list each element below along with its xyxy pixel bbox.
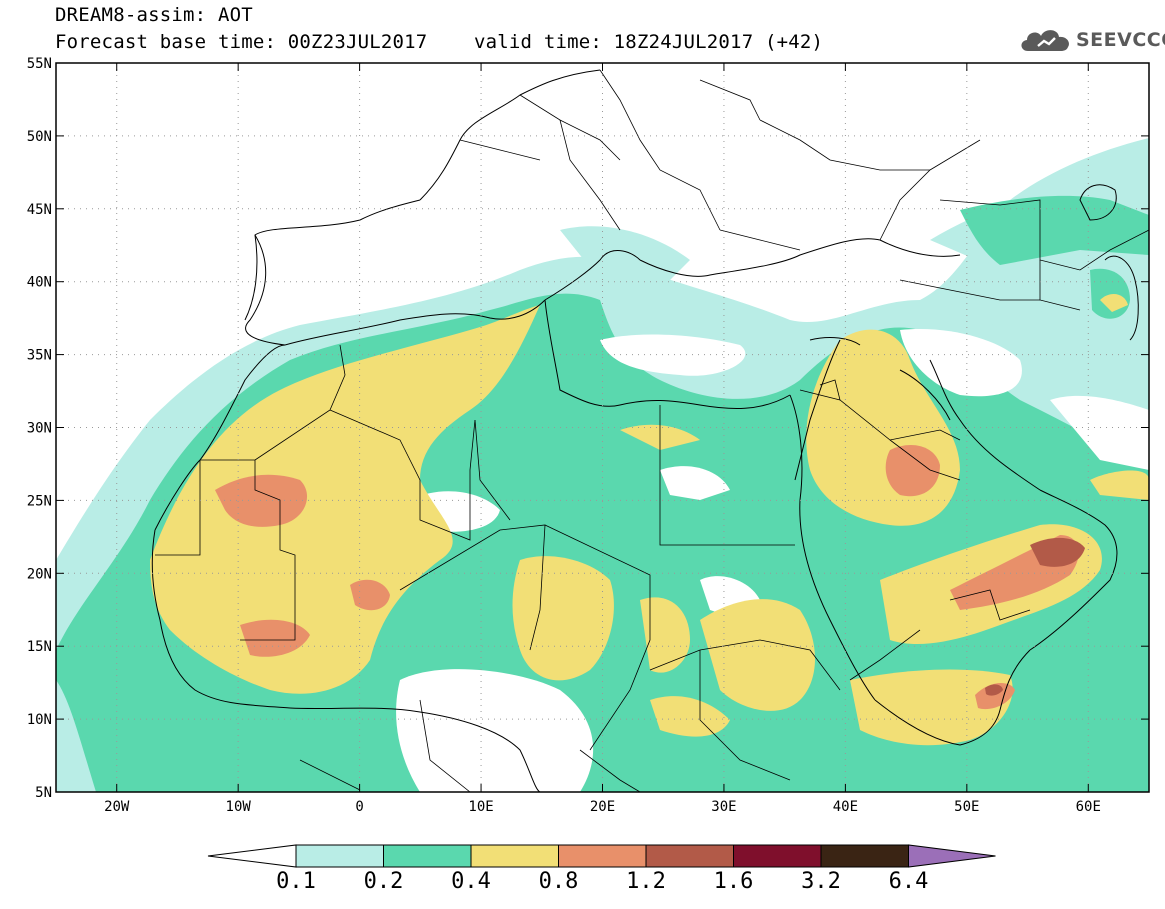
lon-tick-label: 10W: [226, 799, 252, 815]
lat-tick-label: 50N: [27, 129, 52, 145]
colorbar-level-label: 0.8: [538, 869, 579, 894]
lat-tick-label: 5N: [35, 785, 52, 801]
colorbar-over-arrow: [908, 844, 996, 868]
lat-tick-label: 10N: [27, 712, 52, 728]
aot-level-1.2: [985, 537, 1085, 696]
colorbar-level-label: 0.4: [451, 869, 491, 894]
lon-tick-label: 30E: [711, 799, 736, 815]
colorbar-segment: [470, 844, 559, 868]
lat-tick-labels: 55N 50N 45N 40N 35N 30N 25N 20N 15N 10N 5N: [27, 56, 52, 801]
title-line1: DREAM8-assim: AOT: [55, 4, 253, 26]
lat-tick-label: 35N: [27, 348, 52, 364]
logo-text: SEEVCCC: [1076, 29, 1165, 51]
colorbar-segment: [295, 844, 384, 868]
seevccc-logo: SEEVCCC: [1018, 24, 1165, 56]
lon-tick-label: 0: [355, 799, 363, 815]
lon-tick-label: 50E: [954, 799, 979, 815]
lat-tick-label: 45N: [27, 202, 52, 218]
lat-tick-label: 40N: [27, 275, 52, 291]
colorbar-segment: [558, 844, 647, 868]
lat-tick-label: 55N: [27, 56, 52, 72]
coastlines: [151, 69, 1139, 792]
lat-tick-label: 25N: [27, 493, 52, 509]
lon-tick-label: 10E: [468, 799, 493, 815]
borders: [155, 69, 1149, 792]
colorbar: [207, 844, 996, 868]
title-line2: Forecast base time: 00Z23JUL2017 valid t…: [55, 31, 824, 53]
colorbar-level-label: 0.1: [276, 869, 316, 894]
colorbar-under-arrow: [207, 844, 297, 868]
cloud-icon: [1021, 30, 1069, 51]
lon-tick-label: 60E: [1076, 799, 1101, 815]
colorbar-level-label: 6.4: [888, 869, 929, 894]
colorbar-level-label: 3.2: [801, 869, 841, 894]
axis-ticks: [56, 62, 1149, 793]
colorbar-segment: [383, 844, 472, 868]
colorbar-segment: [820, 844, 909, 868]
lat-tick-label: 15N: [27, 639, 52, 655]
colorbar-level-label: 0.2: [363, 869, 404, 894]
lon-tick-label: 40E: [833, 799, 858, 815]
lon-tick-labels: 20W 10W 0 10E 20E 30E 40E 50E 60E: [104, 799, 1101, 815]
lat-tick-label: 30N: [27, 421, 52, 437]
lon-tick-label: 20E: [590, 799, 615, 815]
colorbar-segment: [733, 844, 822, 868]
colorbar-segment: [645, 844, 734, 868]
colorbar-level-label: 1.6: [713, 869, 754, 894]
lon-tick-label: 20W: [104, 799, 130, 815]
lat-tick-label: 20N: [27, 566, 52, 582]
colorbar-level-label: 1.2: [626, 869, 666, 894]
